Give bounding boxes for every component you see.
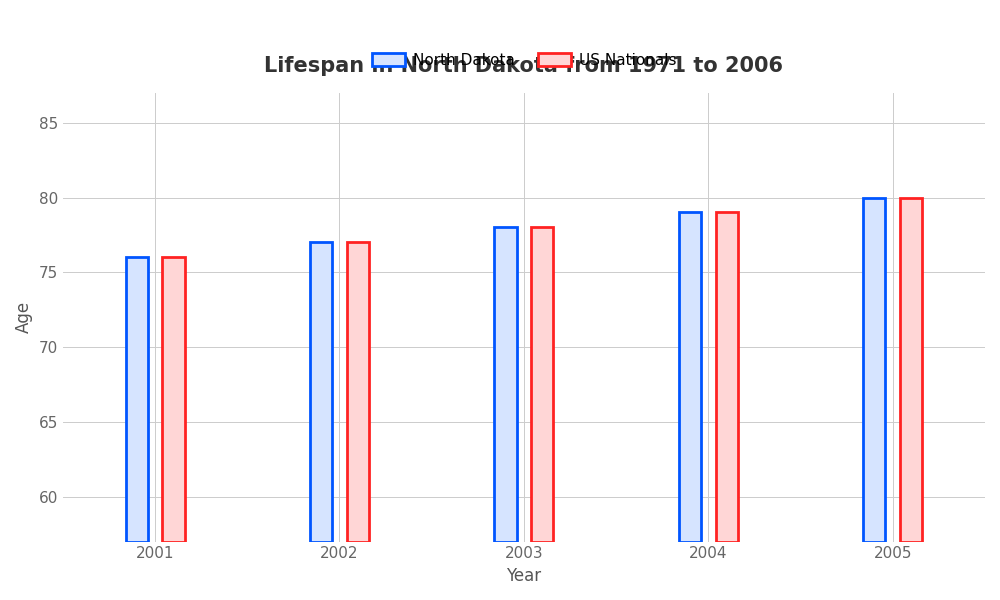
Bar — [126, 257, 148, 542]
Bar — [310, 242, 332, 542]
Bar — [716, 212, 738, 542]
Y-axis label: Age: Age — [15, 301, 33, 333]
Bar — [679, 212, 701, 542]
Bar — [494, 227, 517, 542]
Bar — [863, 197, 885, 542]
Legend: North Dakota, US Nationals: North Dakota, US Nationals — [365, 47, 682, 74]
Bar — [531, 227, 553, 542]
Title: Lifespan in North Dakota from 1971 to 2006: Lifespan in North Dakota from 1971 to 20… — [264, 56, 783, 76]
Bar — [347, 242, 369, 542]
Bar — [162, 257, 185, 542]
Bar — [900, 197, 922, 542]
X-axis label: Year: Year — [506, 567, 541, 585]
